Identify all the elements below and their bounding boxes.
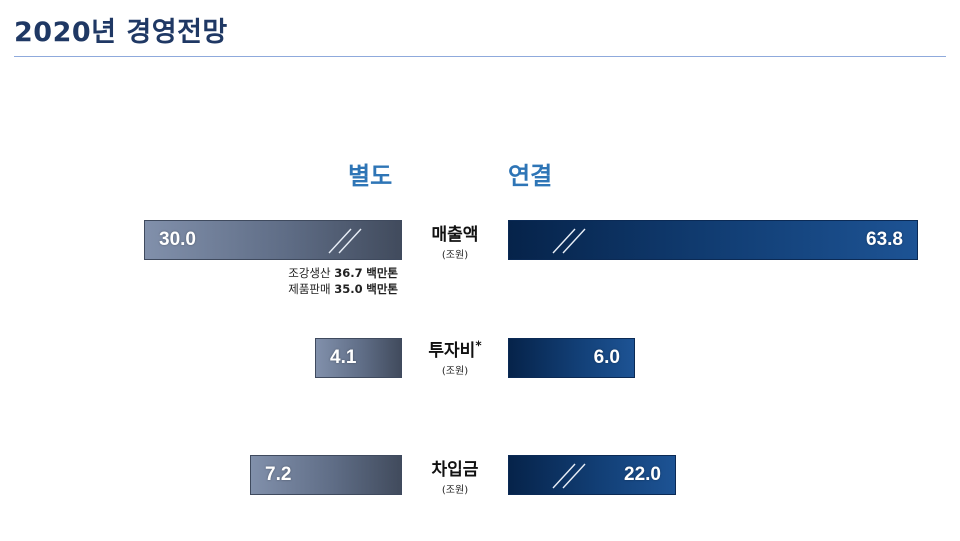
bar-standalone-revenue: 30.0 [144,220,402,260]
value-label-standalone-revenue: 30.0 [159,229,196,250]
axis-break-icon [552,228,586,254]
page-title: 2020년 경영전망 [14,17,228,48]
note-line-sales: 제품판매 35.0 백만톤 [230,281,398,297]
note-value-sales: 35.0 [334,282,363,296]
category-label-revenue: 매출액 [431,225,479,245]
category-investment: 투자비* (조원) [405,336,505,377]
axis-break-icon [328,228,362,254]
unit-label-investment: (조원) [441,366,469,377]
production-note: 조강생산 36.7 백만톤 제품판매 35.0 백만톤 [230,265,398,297]
value-label-consolidated-debt: 22.0 [624,464,661,485]
bar-standalone-debt: 7.2 [250,455,402,495]
note-label-production: 조강생산 [288,266,331,280]
bar-standalone-investment: 4.1 [315,338,402,378]
category-debt: 차입금 (조원) [405,455,505,496]
value-label-standalone-investment: 4.1 [330,347,357,368]
unit-label-debt: (조원) [441,485,469,496]
note-unit-sales: 백만톤 [366,282,398,296]
footnote-marker: * [475,338,482,353]
value-label-consolidated-investment: 6.0 [593,347,620,368]
unit-label-revenue: (조원) [441,250,469,261]
note-label-sales: 제품판매 [288,282,331,296]
category-label-debt: 차입금 [431,460,479,480]
bar-consolidated-investment: 6.0 [508,338,635,378]
category-revenue: 매출액 (조원) [405,220,505,261]
note-unit-production: 백만톤 [366,266,398,280]
axis-break-icon [552,463,586,489]
value-label-standalone-debt: 7.2 [265,464,292,485]
bar-consolidated-revenue: 63.8 [508,220,918,260]
bar-consolidated-debt: 22.0 [508,455,676,495]
title-divider [14,56,946,57]
note-value-production: 36.7 [334,266,363,280]
note-line-production: 조강생산 36.7 백만톤 [230,265,398,281]
category-label-investment: 투자비* [428,338,482,361]
header-standalone: 별도 [348,162,393,190]
value-label-consolidated-revenue: 63.8 [866,229,903,250]
header-consolidated: 연결 [508,162,553,190]
